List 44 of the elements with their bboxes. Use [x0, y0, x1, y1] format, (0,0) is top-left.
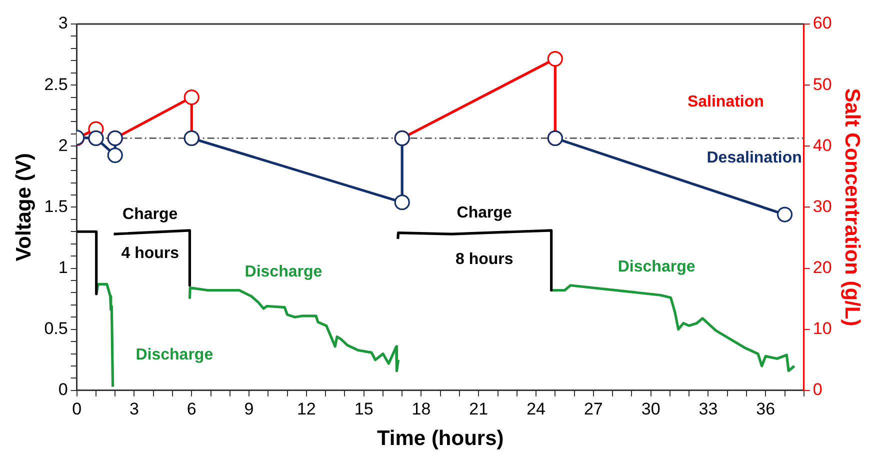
x-tick-label: 0	[72, 399, 82, 418]
text: Salination	[687, 94, 764, 111]
x-tick-label: 21	[469, 399, 488, 418]
x-tick-label: 9	[244, 399, 254, 418]
x-tick-label: 30	[641, 399, 660, 418]
x-tick-label: 18	[412, 399, 431, 418]
y-axis-title: Voltage (V)	[12, 153, 36, 262]
x-tick-label: 36	[756, 399, 776, 418]
y2-tick-label: 60	[812, 14, 832, 33]
annotation: Charge	[122, 206, 178, 223]
y2-tick-label: 20	[812, 258, 832, 277]
y2-tick-label: 10	[812, 319, 832, 338]
x-tick-label: 12	[296, 399, 316, 418]
point	[776, 206, 793, 222]
point	[394, 194, 410, 210]
x-axis-title: Time (hours)	[376, 427, 504, 450]
text: Desalination	[706, 150, 802, 167]
y-tick-label: 1	[58, 258, 68, 277]
x-tick-label: 24	[526, 399, 546, 418]
point	[547, 51, 563, 67]
annotation: Discharge	[618, 258, 696, 276]
x-tick-label: 3	[129, 399, 139, 418]
y-tick-label: 0	[58, 380, 68, 400]
x-tick-label: 27	[584, 399, 603, 418]
y-tick-label: 3	[58, 14, 68, 33]
x-tick-label: 33	[698, 399, 718, 418]
y-tick-label: 2	[58, 136, 68, 155]
x-tick-label: 15	[354, 399, 374, 418]
annotation: Discharge	[244, 263, 322, 280]
y2-axis-title: Salt Concentration (g/L)	[840, 88, 864, 326]
y2-tick-label: 0	[812, 380, 822, 400]
point	[184, 89, 200, 106]
y-tick-label: 1.5	[44, 196, 68, 216]
y2-tick-label: 50	[812, 74, 832, 94]
annotation: 8 hours	[455, 251, 514, 268]
y2-tick-label: 40	[812, 136, 832, 155]
annotation: 4 hours	[121, 245, 180, 262]
y2-tick-label: 30	[812, 196, 832, 216]
x-tick-label: 6	[186, 399, 196, 418]
y-tick-label: 0.5	[44, 319, 68, 338]
point	[107, 147, 123, 164]
annotation: Charge	[456, 204, 512, 222]
annotation: Discharge	[136, 346, 214, 364]
y-tick-label: 2.5	[44, 74, 68, 94]
